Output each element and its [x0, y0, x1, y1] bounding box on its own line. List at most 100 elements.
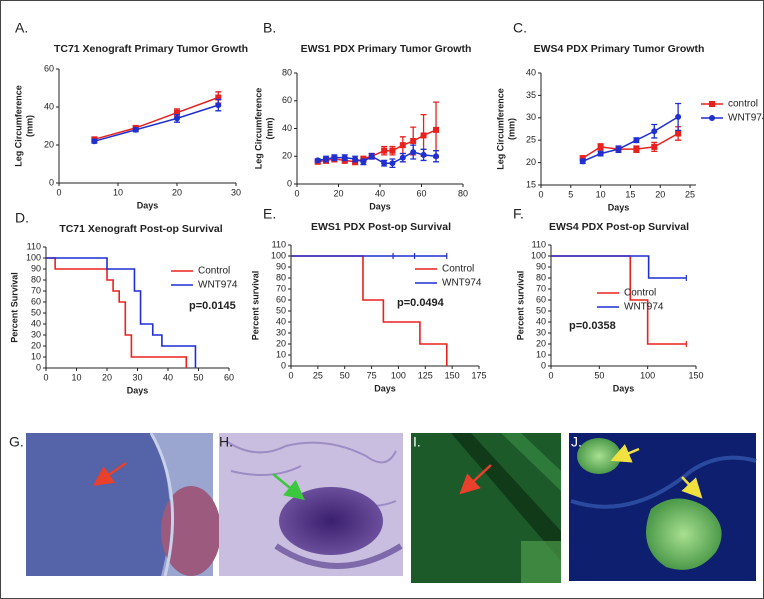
marker — [314, 157, 321, 164]
x-tick-label: 40 — [375, 188, 385, 198]
marker — [633, 146, 640, 153]
y-tick-label: 0 — [281, 360, 286, 370]
panel-label: A. — [15, 20, 28, 36]
marker — [389, 160, 396, 167]
panel-label: F. — [513, 206, 524, 222]
marker — [174, 109, 180, 116]
x-tick-label: 10 — [71, 372, 81, 382]
x-tick-label: 40 — [163, 372, 173, 382]
marker — [352, 156, 359, 163]
y-tick-label: 20 — [276, 338, 286, 348]
image-h — [219, 433, 403, 576]
series-line — [94, 96, 219, 141]
marker — [381, 147, 388, 154]
y-tick-label: 20 — [536, 338, 546, 348]
y-tick-label: 80 — [282, 67, 292, 77]
y-tick-label: 25 — [526, 135, 536, 145]
survival-curve — [551, 255, 687, 279]
marker — [420, 132, 427, 139]
y-tick-label: 80 — [31, 274, 41, 284]
y-axis-label: Percent survival — [250, 271, 260, 341]
marker — [651, 128, 658, 135]
legend-label: Control — [624, 288, 656, 299]
image-g — [26, 432, 221, 577]
y-tick-label: 40 — [282, 123, 292, 133]
y-tick-label: 70 — [276, 283, 286, 293]
y-tick-label: 110 — [27, 241, 41, 251]
x-axis-label: Days — [613, 383, 635, 393]
p-value: p=0.0145 — [189, 300, 236, 312]
legend-label: WNT974 — [442, 278, 482, 289]
legend-label: WNT974 — [198, 280, 238, 291]
x-tick-label: 10 — [596, 189, 606, 199]
marker — [323, 156, 330, 163]
x-tick-label: 100 — [391, 370, 406, 380]
panel-label: H. — [219, 434, 233, 450]
x-tick-label: 20 — [102, 372, 112, 382]
legend-label: WNT974 — [728, 113, 763, 124]
marker — [368, 153, 375, 160]
x-tick-label: 0 — [56, 187, 61, 197]
y-axis-label: (mm) — [24, 115, 34, 137]
y-tick-label: 30 — [526, 112, 536, 122]
y-tick-label: 0 — [541, 360, 546, 370]
x-tick-label: 0 — [548, 370, 553, 380]
marker — [410, 149, 417, 156]
x-axis-label: Days — [374, 383, 396, 393]
p-value: p=0.0358 — [569, 320, 616, 332]
y-tick-label: 70 — [31, 285, 41, 295]
y-tick-label: 0 — [287, 178, 292, 188]
y-tick-label: 50 — [31, 307, 41, 317]
panel-label: I. — [413, 434, 421, 450]
x-tick-label: 50 — [340, 370, 350, 380]
marker — [389, 147, 396, 154]
y-tick-label: 50 — [276, 305, 286, 315]
marker — [360, 158, 367, 165]
y-tick-label: 10 — [536, 349, 546, 359]
legend-label: Control — [442, 264, 474, 275]
x-tick-label: 25 — [313, 370, 323, 380]
y-tick-label: 70 — [536, 283, 546, 293]
x-tick-label: 100 — [640, 370, 655, 380]
chart-title: TC71 Xenograft Primary Tumor Growth — [54, 43, 248, 55]
panel-label: C. — [513, 20, 527, 36]
legend-marker — [709, 101, 715, 107]
y-tick-label: 60 — [31, 296, 41, 306]
y-tick-label: 20 — [31, 340, 41, 350]
panel-label: J. — [571, 434, 582, 450]
marker — [633, 137, 640, 144]
y-tick-label: 50 — [536, 305, 546, 315]
x-tick-label: 30 — [132, 372, 142, 382]
y-tick-label: 100 — [26, 252, 41, 262]
marker — [331, 154, 338, 161]
y-tick-label: 10 — [31, 351, 41, 361]
y-tick-label: 35 — [526, 90, 536, 100]
y-tick-label: 40 — [536, 316, 546, 326]
marker — [433, 153, 440, 160]
x-tick-label: 150 — [445, 370, 460, 380]
marker — [579, 158, 586, 165]
y-tick-label: 20 — [526, 157, 536, 167]
x-tick-label: 60 — [416, 188, 426, 198]
marker — [597, 143, 604, 150]
y-tick-label: 40 — [31, 318, 41, 328]
marker — [174, 115, 180, 122]
survival-curve — [46, 257, 188, 368]
x-tick-label: 150 — [688, 370, 703, 380]
x-tick-label: 20 — [655, 189, 665, 199]
y-tick-label: 10 — [276, 349, 286, 359]
x-tick-label: 125 — [418, 370, 433, 380]
panel-label: G. — [9, 434, 24, 450]
marker — [381, 160, 388, 167]
marker — [215, 94, 222, 101]
x-tick-label: 80 — [458, 188, 468, 198]
x-tick-label: 50 — [193, 372, 203, 382]
y-tick-label: 60 — [276, 294, 286, 304]
y-tick-label: 90 — [276, 261, 286, 271]
x-tick-label: 20 — [172, 187, 182, 197]
marker — [597, 150, 604, 157]
y-tick-label: 40 — [44, 101, 54, 111]
panel-label: B. — [263, 20, 276, 36]
